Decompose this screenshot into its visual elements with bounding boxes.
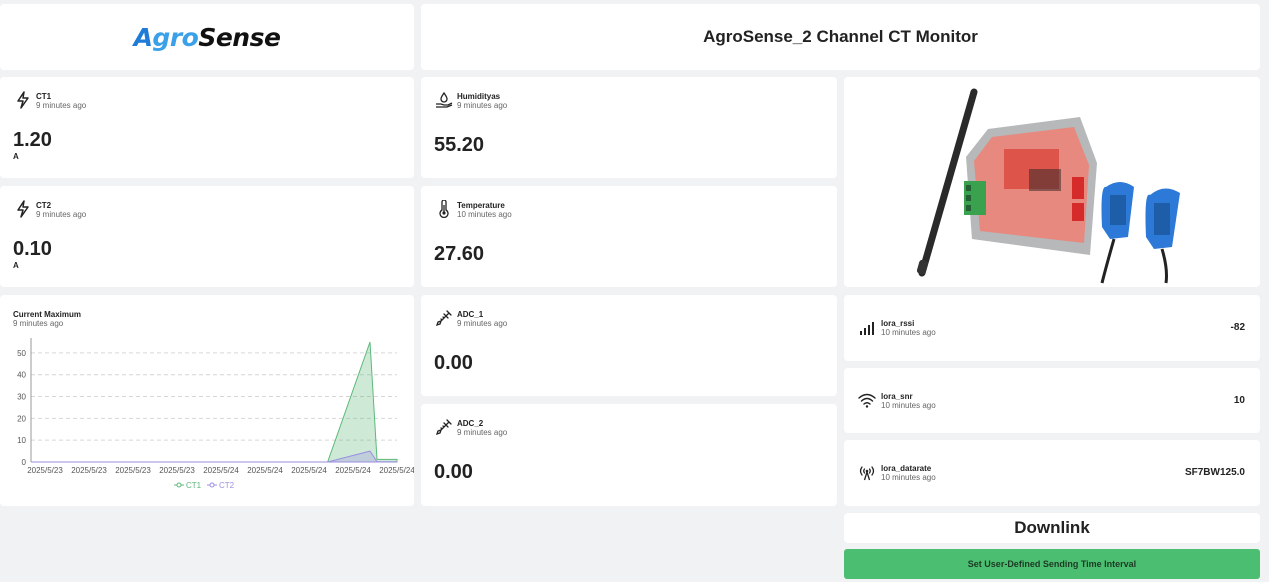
ct1-name: CT1 — [36, 92, 52, 101]
device-product-image — [916, 88, 1180, 284]
temperature-name: Temperature — [457, 201, 505, 210]
ct1-time: 9 minutes ago — [36, 101, 87, 110]
adc1-card: ADC_1 9 minutes ago 0.00 — [421, 295, 837, 396]
ct2-time: 9 minutes ago — [36, 210, 87, 219]
antenna-icon — [859, 466, 875, 481]
set-sending-interval-button[interactable]: Set User-Defined Sending Time Interval — [844, 549, 1260, 579]
title-card: AgroSense_2 Channel CT Monitor — [421, 4, 1260, 70]
series-area-ct2 — [31, 450, 398, 463]
lora-snr-card: lora_snr 10 minutes ago 10 — [844, 368, 1260, 433]
lora-datarate-time: 10 minutes ago — [881, 473, 936, 482]
adc2-time: 9 minutes ago — [457, 428, 508, 437]
legend-label: CT2 — [219, 481, 235, 490]
lora-snr-time: 10 minutes ago — [881, 401, 936, 410]
y-tick-label: 20 — [17, 414, 26, 423]
lora-rssi-time: 10 minutes ago — [881, 328, 936, 337]
lora-rssi-name: lora_rssi — [881, 319, 915, 328]
series-area-ct1 — [31, 341, 398, 463]
ct1-value: 1.20 — [13, 129, 52, 151]
y-tick-label: 50 — [17, 349, 26, 358]
legend-dot — [176, 482, 182, 488]
thermometer-icon — [439, 200, 449, 218]
logo-gro: gro — [152, 22, 199, 52]
y-tick-label: 0 — [22, 458, 27, 467]
syringe-icon — [435, 419, 452, 436]
adc1-name: ADC_1 — [457, 310, 484, 319]
adc1-time: 9 minutes ago — [457, 319, 508, 328]
ct2-value: 0.10 — [13, 238, 52, 260]
lightning-icon — [17, 91, 29, 109]
adc2-name: ADC_2 — [457, 419, 484, 428]
lora-datarate-card: lora_datarate 10 minutes ago SF7BW125.0 — [844, 440, 1260, 506]
logo-letter-a: A — [133, 22, 153, 52]
humidity-hand-icon — [436, 91, 453, 108]
x-tick-label: 2025/5/24 — [203, 466, 239, 475]
y-tick-label: 30 — [17, 393, 26, 402]
legend-dot — [209, 482, 215, 488]
agrosense-logo: AgroSense — [134, 23, 281, 52]
syringe-icon — [435, 310, 452, 327]
lora-datarate-value: SF7BW125.0 — [1184, 467, 1245, 478]
humidity-card: Humidityas 9 minutes ago 55.20 — [421, 77, 837, 178]
humidity-value: 55.20 — [434, 134, 485, 156]
current-maximum-chart-card: Current Maximum 9 minutes ago 0 10 20 30 40 5… — [0, 295, 414, 506]
ct2-name: CT2 — [36, 201, 52, 210]
device-image-card — [844, 77, 1260, 287]
x-tick-label: 2025/5/24 — [379, 466, 414, 475]
ct2-card: CT2 9 minutes ago 0.10 A — [0, 186, 414, 287]
downlink-card: Downlink — [844, 513, 1260, 543]
y-tick-label: 10 — [17, 436, 26, 445]
lora-datarate-name: lora_datarate — [881, 464, 932, 473]
temperature-card: Temperature 10 minutes ago 27.60 — [421, 186, 837, 287]
adc1-value: 0.00 — [434, 352, 473, 374]
x-tick-label: 2025/5/23 — [27, 466, 63, 475]
x-tick-label: 2025/5/24 — [291, 466, 327, 475]
lora-rssi-value: -82 — [1230, 322, 1245, 333]
x-tick-label: 2025/5/23 — [115, 466, 151, 475]
lightning-icon — [17, 200, 29, 218]
lora-rssi-card: lora_rssi 10 minutes ago -82 — [844, 295, 1260, 361]
signal-bars-icon — [860, 322, 874, 335]
chart-title: Current Maximum — [13, 310, 82, 319]
x-tick-label: 2025/5/24 — [335, 466, 371, 475]
adc2-value: 0.00 — [434, 461, 473, 483]
temperature-time: 10 minutes ago — [457, 210, 512, 219]
current-maximum-chart[interactable]: 0 10 20 30 40 50 2025/5/23 2025/5/23 2025/5/23 20… — [0, 295, 414, 506]
lora-snr-value: 10 — [1233, 395, 1245, 406]
lora-snr-name: lora_snr — [881, 392, 913, 401]
ct2-unit: A — [13, 261, 19, 270]
x-tick-label: 2025/5/24 — [247, 466, 283, 475]
x-tick-label: 2025/5/23 — [159, 466, 195, 475]
wifi-icon — [858, 393, 876, 408]
logo-card: AgroSense — [0, 4, 414, 70]
ct1-unit: A — [13, 152, 19, 161]
temperature-value: 27.60 — [434, 243, 485, 265]
logo-sense: Sense — [198, 22, 281, 52]
x-tick-label: 2025/5/23 — [71, 466, 107, 475]
chart-subtitle: 9 minutes ago — [13, 319, 64, 328]
page-title: AgroSense_2 Channel CT Monitor — [703, 27, 978, 46]
y-tick-label: 40 — [17, 371, 26, 380]
downlink-title: Downlink — [1014, 518, 1090, 537]
humidity-name: Humidityas — [457, 92, 501, 101]
ct1-card: CT1 9 minutes ago 1.20 A — [0, 77, 414, 178]
humidity-time: 9 minutes ago — [457, 101, 508, 110]
legend-label: CT1 — [186, 481, 202, 490]
adc2-card: ADC_2 9 minutes ago 0.00 — [421, 404, 837, 506]
